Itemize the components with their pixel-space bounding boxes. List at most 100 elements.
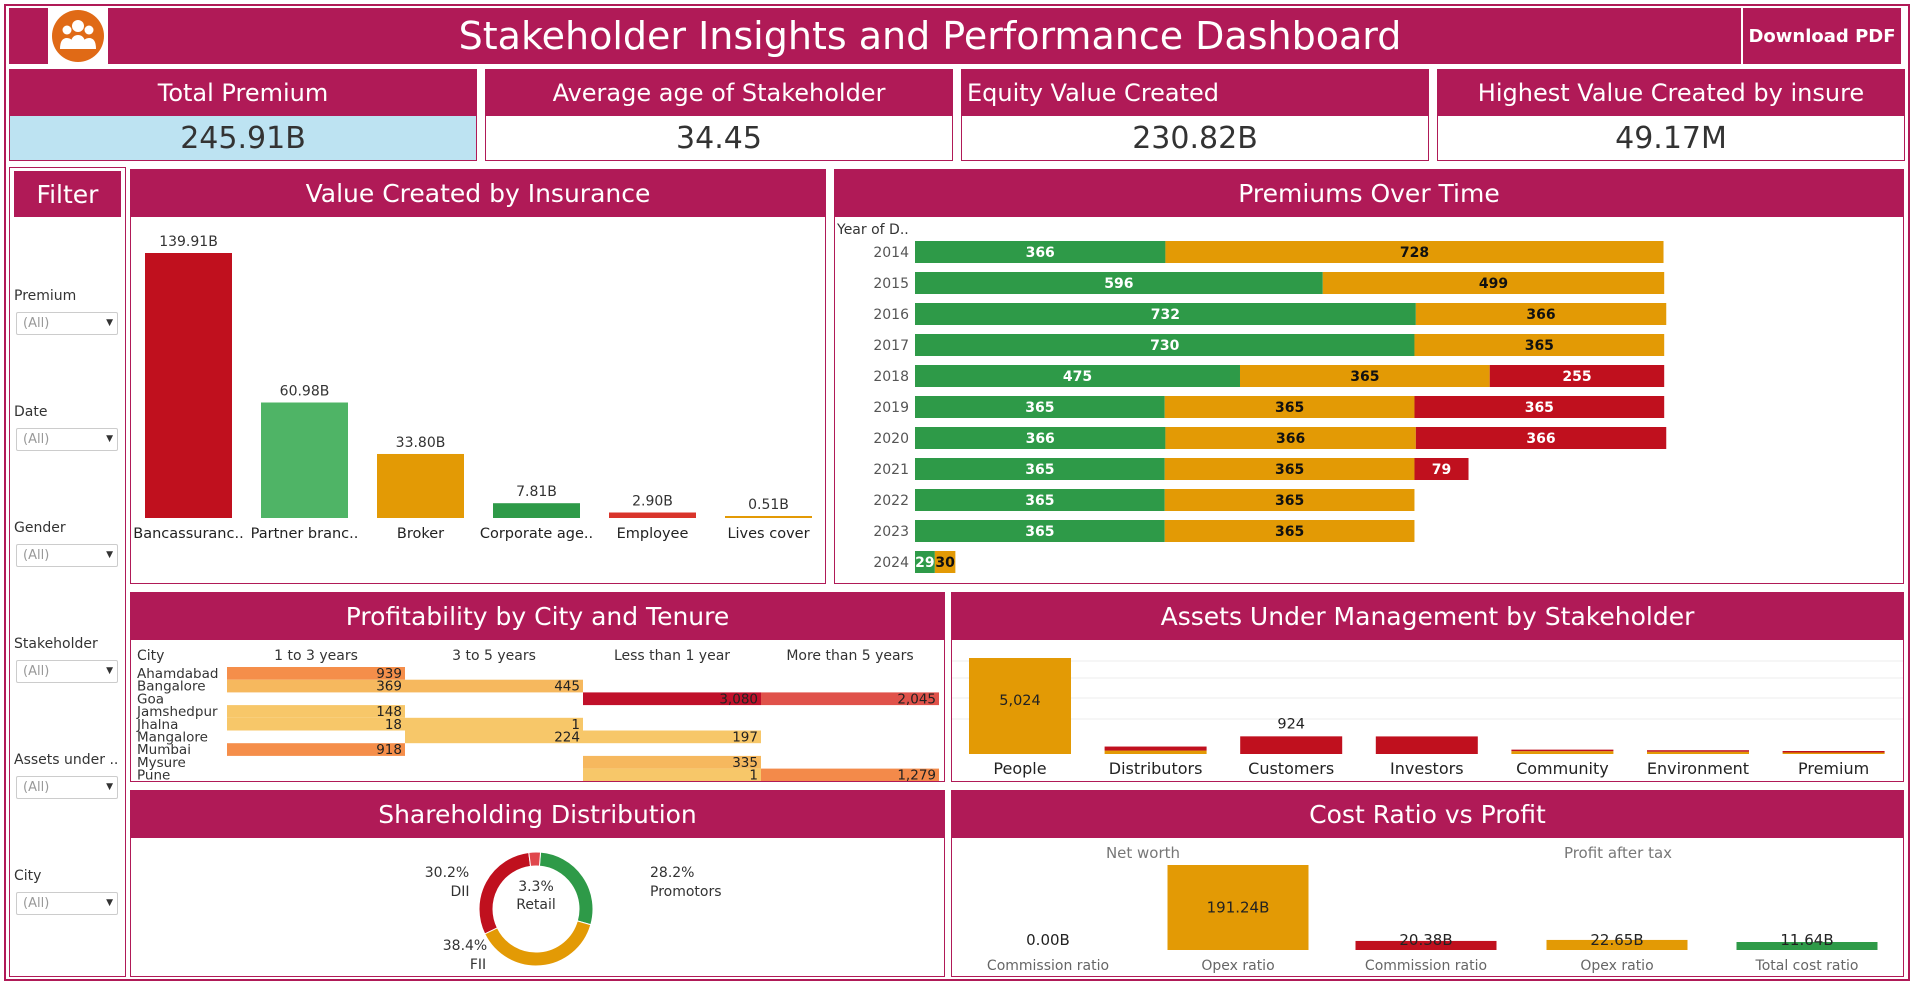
- aum-category-label: Customers: [1248, 759, 1334, 778]
- filter-dropdown-date[interactable]: (All) ▼: [16, 428, 118, 451]
- filter-dropdown-value: (All): [23, 316, 50, 331]
- premium-bar-segment[interactable]: [1164, 520, 1415, 542]
- premium-bar-segment[interactable]: [1414, 458, 1469, 480]
- bar-corporate-age[interactable]: [493, 503, 580, 518]
- profit-cell[interactable]: [583, 755, 761, 769]
- cost-bar-opex-ratio[interactable]: [1546, 939, 1688, 950]
- premium-bar-segment[interactable]: [1414, 334, 1665, 356]
- profit-cell-label: 369: [376, 679, 402, 695]
- slice-fii[interactable]: [484, 920, 592, 967]
- premium-bar-segment[interactable]: [915, 551, 935, 573]
- filter-panel: [9, 167, 126, 977]
- shareholding-chart: 28.2% Promotors 38.4% FII 30.2% DII 3.3% Retail: [425, 851, 722, 973]
- premium-bar-segment[interactable]: [915, 303, 1416, 325]
- premium-bar-segment[interactable]: [1164, 458, 1415, 480]
- premium-bar-segment[interactable]: [1165, 427, 1416, 449]
- people-logo-icon: [52, 10, 104, 62]
- aum-bar-people[interactable]: [969, 658, 1071, 754]
- aum-bar-community[interactable]: [1511, 751, 1614, 754]
- year-label: 2024: [873, 555, 909, 571]
- aum-bar-community[interactable]: [1511, 749, 1614, 752]
- premium-bar-segment[interactable]: [934, 551, 956, 573]
- cost-bar-commission-ratio[interactable]: [1355, 940, 1497, 950]
- city-label: Mysure: [137, 755, 186, 771]
- profit-cell[interactable]: [227, 679, 405, 693]
- bar-lives-cover[interactable]: [725, 516, 812, 518]
- premium-bar-segment[interactable]: [1164, 396, 1415, 418]
- profit-cell-label: 1: [749, 768, 758, 781]
- aum-bar-distributors[interactable]: [1104, 750, 1207, 754]
- premium-bar-segment[interactable]: [915, 365, 1240, 387]
- premium-bar-segment[interactable]: [1415, 303, 1667, 325]
- premium-bar-segment[interactable]: [915, 427, 1166, 449]
- premium-bar-segment[interactable]: [1164, 489, 1415, 511]
- profit-cell[interactable]: [405, 717, 583, 731]
- profit-cell-label: 197: [732, 730, 758, 746]
- slice-retail[interactable]: [528, 851, 542, 867]
- profit-cell[interactable]: [227, 667, 405, 680]
- premium-bar-segment[interactable]: [1239, 365, 1490, 387]
- aum-bar-premium[interactable]: [1782, 752, 1885, 755]
- download-pdf-button[interactable]: Download PDF: [1741, 8, 1901, 64]
- filter-dropdown-city[interactable]: (All) ▼: [16, 892, 118, 915]
- column-header: More than 5 years: [786, 648, 913, 664]
- premium-bar-segment[interactable]: [915, 489, 1165, 511]
- aum-bar-premium[interactable]: [1782, 751, 1885, 753]
- cost-bar-total-cost-ratio[interactable]: [1736, 942, 1878, 950]
- premium-bar-segment[interactable]: [1322, 272, 1665, 294]
- value-created-chart: 139.91B Bancassuranc.. 60.98B Partner branc…: [133, 234, 812, 542]
- cost-bar-opex-ratio[interactable]: [1167, 865, 1309, 950]
- year-label: 2015: [873, 276, 909, 292]
- aum-bar-distributors[interactable]: [1104, 746, 1207, 751]
- aum-bar-environment[interactable]: [1647, 750, 1749, 752]
- bar-broker[interactable]: [377, 453, 464, 518]
- premium-bar-segment[interactable]: [1414, 396, 1665, 418]
- aum-bar-environment[interactable]: [1647, 751, 1749, 754]
- bar-partner-branc[interactable]: [261, 402, 348, 518]
- segment-value-label: 29: [915, 555, 934, 571]
- profit-cell[interactable]: [583, 692, 761, 706]
- category-label: Lives cover: [727, 526, 809, 542]
- profit-cell[interactable]: [761, 768, 939, 781]
- bar-employee[interactable]: [609, 512, 696, 518]
- bar-bancassuranc[interactable]: [145, 253, 232, 518]
- profit-cell[interactable]: [761, 692, 939, 706]
- premium-bar-segment[interactable]: [915, 396, 1165, 418]
- filter-label-stakeholder: Stakeholder: [14, 636, 98, 652]
- aum-title: Assets Under Management by Stakeholder: [952, 593, 1903, 640]
- profit-cell[interactable]: [227, 705, 405, 718]
- city-label: Ahamdabad: [137, 666, 218, 682]
- profit-cell-label: 148: [376, 704, 402, 720]
- profit-cell-label: 939: [376, 666, 402, 682]
- premium-bar-segment[interactable]: [915, 520, 1165, 542]
- filter-dropdown-stakeholder[interactable]: (All) ▼: [16, 660, 118, 683]
- segment-value-label: 365: [1025, 493, 1054, 509]
- premium-bar-segment[interactable]: [915, 458, 1165, 480]
- filter-dropdown-assets-under[interactable]: (All) ▼: [16, 776, 118, 799]
- premium-bar-segment[interactable]: [915, 334, 1415, 356]
- profit-cell[interactable]: [405, 679, 583, 693]
- profit-cell[interactable]: [583, 730, 761, 744]
- axis-label: Year of D..: [836, 222, 909, 238]
- filter-dropdown-premium[interactable]: (All) ▼: [16, 312, 118, 335]
- filter-label-assets-under: Assets under ..: [14, 752, 119, 768]
- cost-category-label: Commission ratio: [1365, 958, 1487, 974]
- profit-cell[interactable]: [583, 768, 761, 781]
- bar-value-label: 2.90B: [632, 494, 673, 510]
- premium-bar-segment[interactable]: [1415, 427, 1667, 449]
- profit-cell[interactable]: [405, 730, 583, 744]
- profit-cell[interactable]: [227, 717, 405, 731]
- aum-bar-investors[interactable]: [1375, 736, 1478, 754]
- premium-bar-segment[interactable]: [1165, 241, 1664, 263]
- column-header: Less than 1 year: [614, 648, 730, 664]
- filter-dropdown-gender[interactable]: (All) ▼: [16, 544, 118, 567]
- year-label: 2016: [873, 307, 909, 323]
- premium-bar-segment[interactable]: [915, 272, 1323, 294]
- profit-cell[interactable]: [227, 743, 405, 756]
- filter-label-date: Date: [14, 404, 48, 420]
- column-header: 3 to 5 years: [452, 648, 536, 664]
- aum-bar-customers[interactable]: [1240, 736, 1343, 754]
- premium-bar-segment[interactable]: [1489, 365, 1665, 387]
- premium-bar-segment[interactable]: [915, 241, 1166, 263]
- city-label: Mangalore: [137, 730, 208, 746]
